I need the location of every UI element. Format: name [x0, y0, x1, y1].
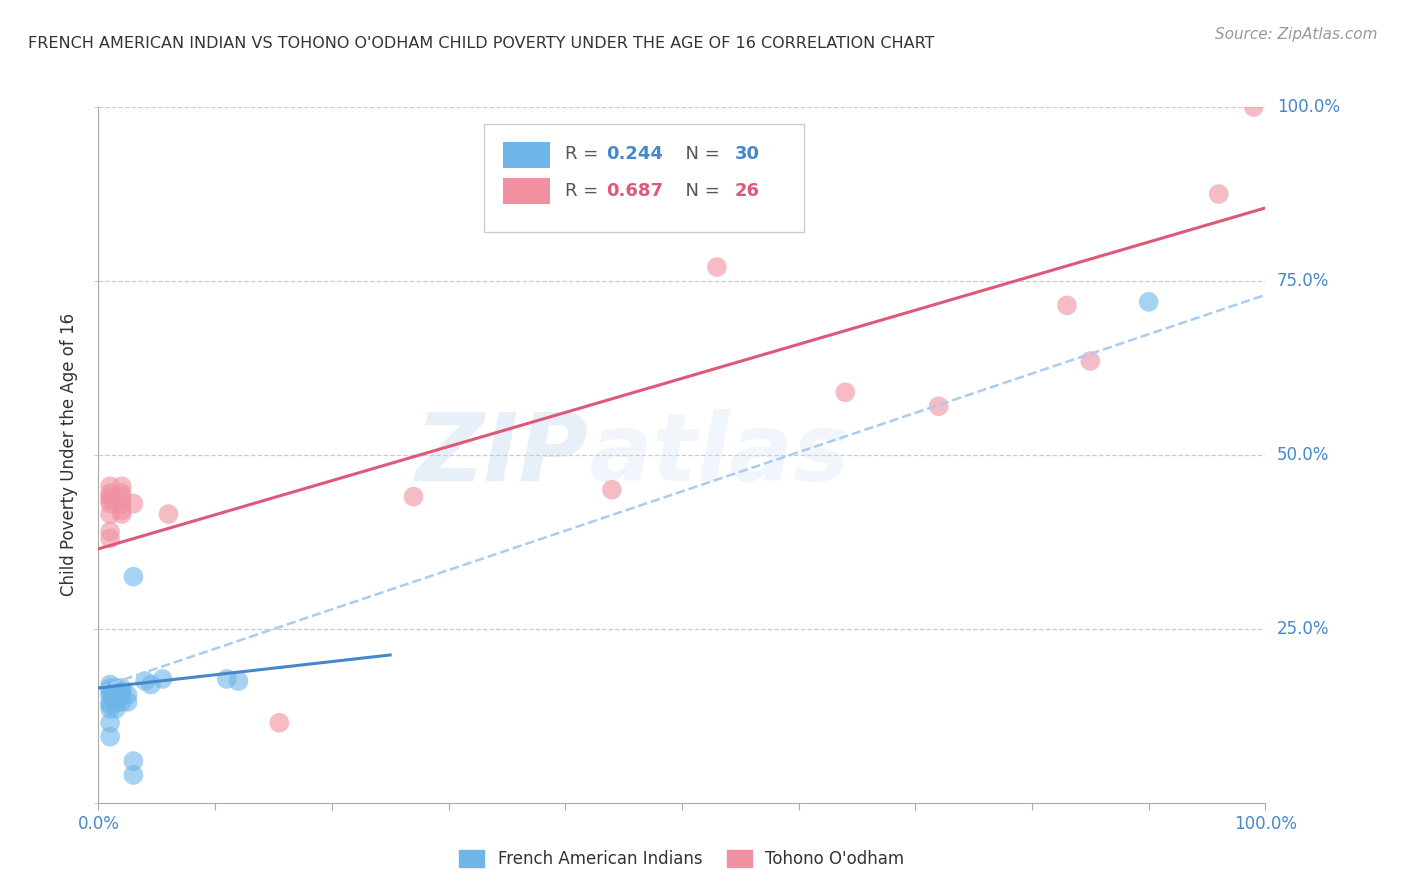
- Point: [98, 730, 121, 744]
- Text: 30: 30: [734, 145, 759, 163]
- Point: [98, 684, 121, 698]
- Text: 50.0%: 50.0%: [1277, 446, 1330, 464]
- Point: [111, 479, 134, 493]
- Point: [1056, 298, 1078, 312]
- Text: N =: N =: [673, 182, 725, 200]
- Point: [122, 570, 145, 584]
- FancyBboxPatch shape: [484, 124, 804, 232]
- Point: [111, 490, 134, 504]
- Point: [834, 385, 856, 400]
- Point: [111, 486, 134, 500]
- Point: [104, 681, 127, 695]
- Text: 25.0%: 25.0%: [1277, 620, 1330, 638]
- Point: [111, 684, 134, 698]
- Text: N =: N =: [673, 145, 725, 163]
- Point: [98, 507, 121, 521]
- FancyBboxPatch shape: [503, 178, 550, 204]
- Text: 0.687: 0.687: [606, 182, 664, 200]
- Point: [117, 695, 139, 709]
- Point: [215, 672, 238, 686]
- Point: [98, 715, 121, 730]
- Text: ZIP: ZIP: [416, 409, 589, 501]
- Point: [98, 524, 121, 539]
- Point: [98, 695, 121, 709]
- Point: [122, 497, 145, 511]
- Point: [1080, 354, 1102, 368]
- Point: [111, 688, 134, 702]
- Point: [104, 702, 127, 716]
- Point: [98, 532, 121, 546]
- Point: [402, 490, 425, 504]
- Point: [152, 672, 174, 686]
- Point: [98, 681, 121, 695]
- Point: [104, 691, 127, 706]
- Point: [928, 399, 950, 413]
- Point: [111, 695, 134, 709]
- Point: [98, 688, 121, 702]
- Point: [134, 674, 156, 689]
- Point: [269, 715, 291, 730]
- Point: [1243, 100, 1265, 114]
- FancyBboxPatch shape: [503, 142, 550, 169]
- Point: [98, 486, 121, 500]
- Point: [98, 490, 121, 504]
- Y-axis label: Child Poverty Under the Age of 16: Child Poverty Under the Age of 16: [60, 313, 79, 597]
- Text: 75.0%: 75.0%: [1277, 272, 1330, 290]
- Point: [117, 688, 139, 702]
- Point: [228, 674, 250, 689]
- Text: 0.244: 0.244: [606, 145, 664, 163]
- Text: R =: R =: [565, 145, 605, 163]
- Point: [139, 677, 162, 691]
- Point: [111, 681, 134, 695]
- Point: [1137, 294, 1160, 309]
- Point: [111, 503, 134, 517]
- Legend: French American Indians, Tohono O'odham: French American Indians, Tohono O'odham: [453, 843, 911, 874]
- Point: [104, 695, 127, 709]
- Point: [111, 497, 134, 511]
- Point: [1208, 187, 1230, 202]
- Point: [157, 507, 180, 521]
- Point: [600, 483, 623, 497]
- Text: FRENCH AMERICAN INDIAN VS TOHONO O'ODHAM CHILD POVERTY UNDER THE AGE OF 16 CORRE: FRENCH AMERICAN INDIAN VS TOHONO O'ODHAM…: [28, 36, 935, 51]
- Point: [98, 698, 121, 713]
- Text: atlas: atlas: [589, 409, 849, 501]
- Text: 26: 26: [734, 182, 759, 200]
- Point: [706, 260, 728, 274]
- Point: [111, 507, 134, 521]
- Point: [104, 688, 127, 702]
- Point: [98, 479, 121, 493]
- Point: [122, 754, 145, 768]
- Text: R =: R =: [565, 182, 605, 200]
- Point: [98, 702, 121, 716]
- Point: [98, 677, 121, 691]
- Text: Source: ZipAtlas.com: Source: ZipAtlas.com: [1215, 27, 1378, 42]
- Text: 100.0%: 100.0%: [1277, 98, 1340, 116]
- Point: [98, 497, 121, 511]
- Point: [122, 768, 145, 782]
- Point: [98, 493, 121, 508]
- Point: [104, 684, 127, 698]
